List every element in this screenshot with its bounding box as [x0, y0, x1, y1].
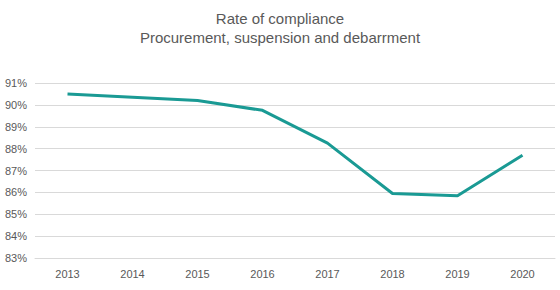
svg-text:2013: 2013 — [55, 268, 79, 280]
svg-text:89%: 89% — [5, 121, 27, 133]
svg-text:86%: 86% — [5, 186, 27, 198]
svg-text:88%: 88% — [5, 143, 27, 155]
svg-text:2014: 2014 — [120, 268, 144, 280]
svg-text:2015: 2015 — [185, 268, 209, 280]
svg-text:84%: 84% — [5, 230, 27, 242]
svg-text:2020: 2020 — [510, 268, 534, 280]
svg-text:Rate of compliance: Rate of compliance — [216, 10, 344, 27]
svg-text:90%: 90% — [5, 99, 27, 111]
svg-text:2018: 2018 — [380, 268, 404, 280]
svg-text:83%: 83% — [5, 252, 27, 264]
svg-text:2019: 2019 — [445, 268, 469, 280]
svg-text:2016: 2016 — [250, 268, 274, 280]
svg-text:87%: 87% — [5, 165, 27, 177]
svg-text:2017: 2017 — [315, 268, 339, 280]
svg-text:91%: 91% — [5, 77, 27, 89]
svg-text:85%: 85% — [5, 208, 27, 220]
svg-text:Procurement, suspension and de: Procurement, suspension and debarrment — [140, 29, 421, 46]
